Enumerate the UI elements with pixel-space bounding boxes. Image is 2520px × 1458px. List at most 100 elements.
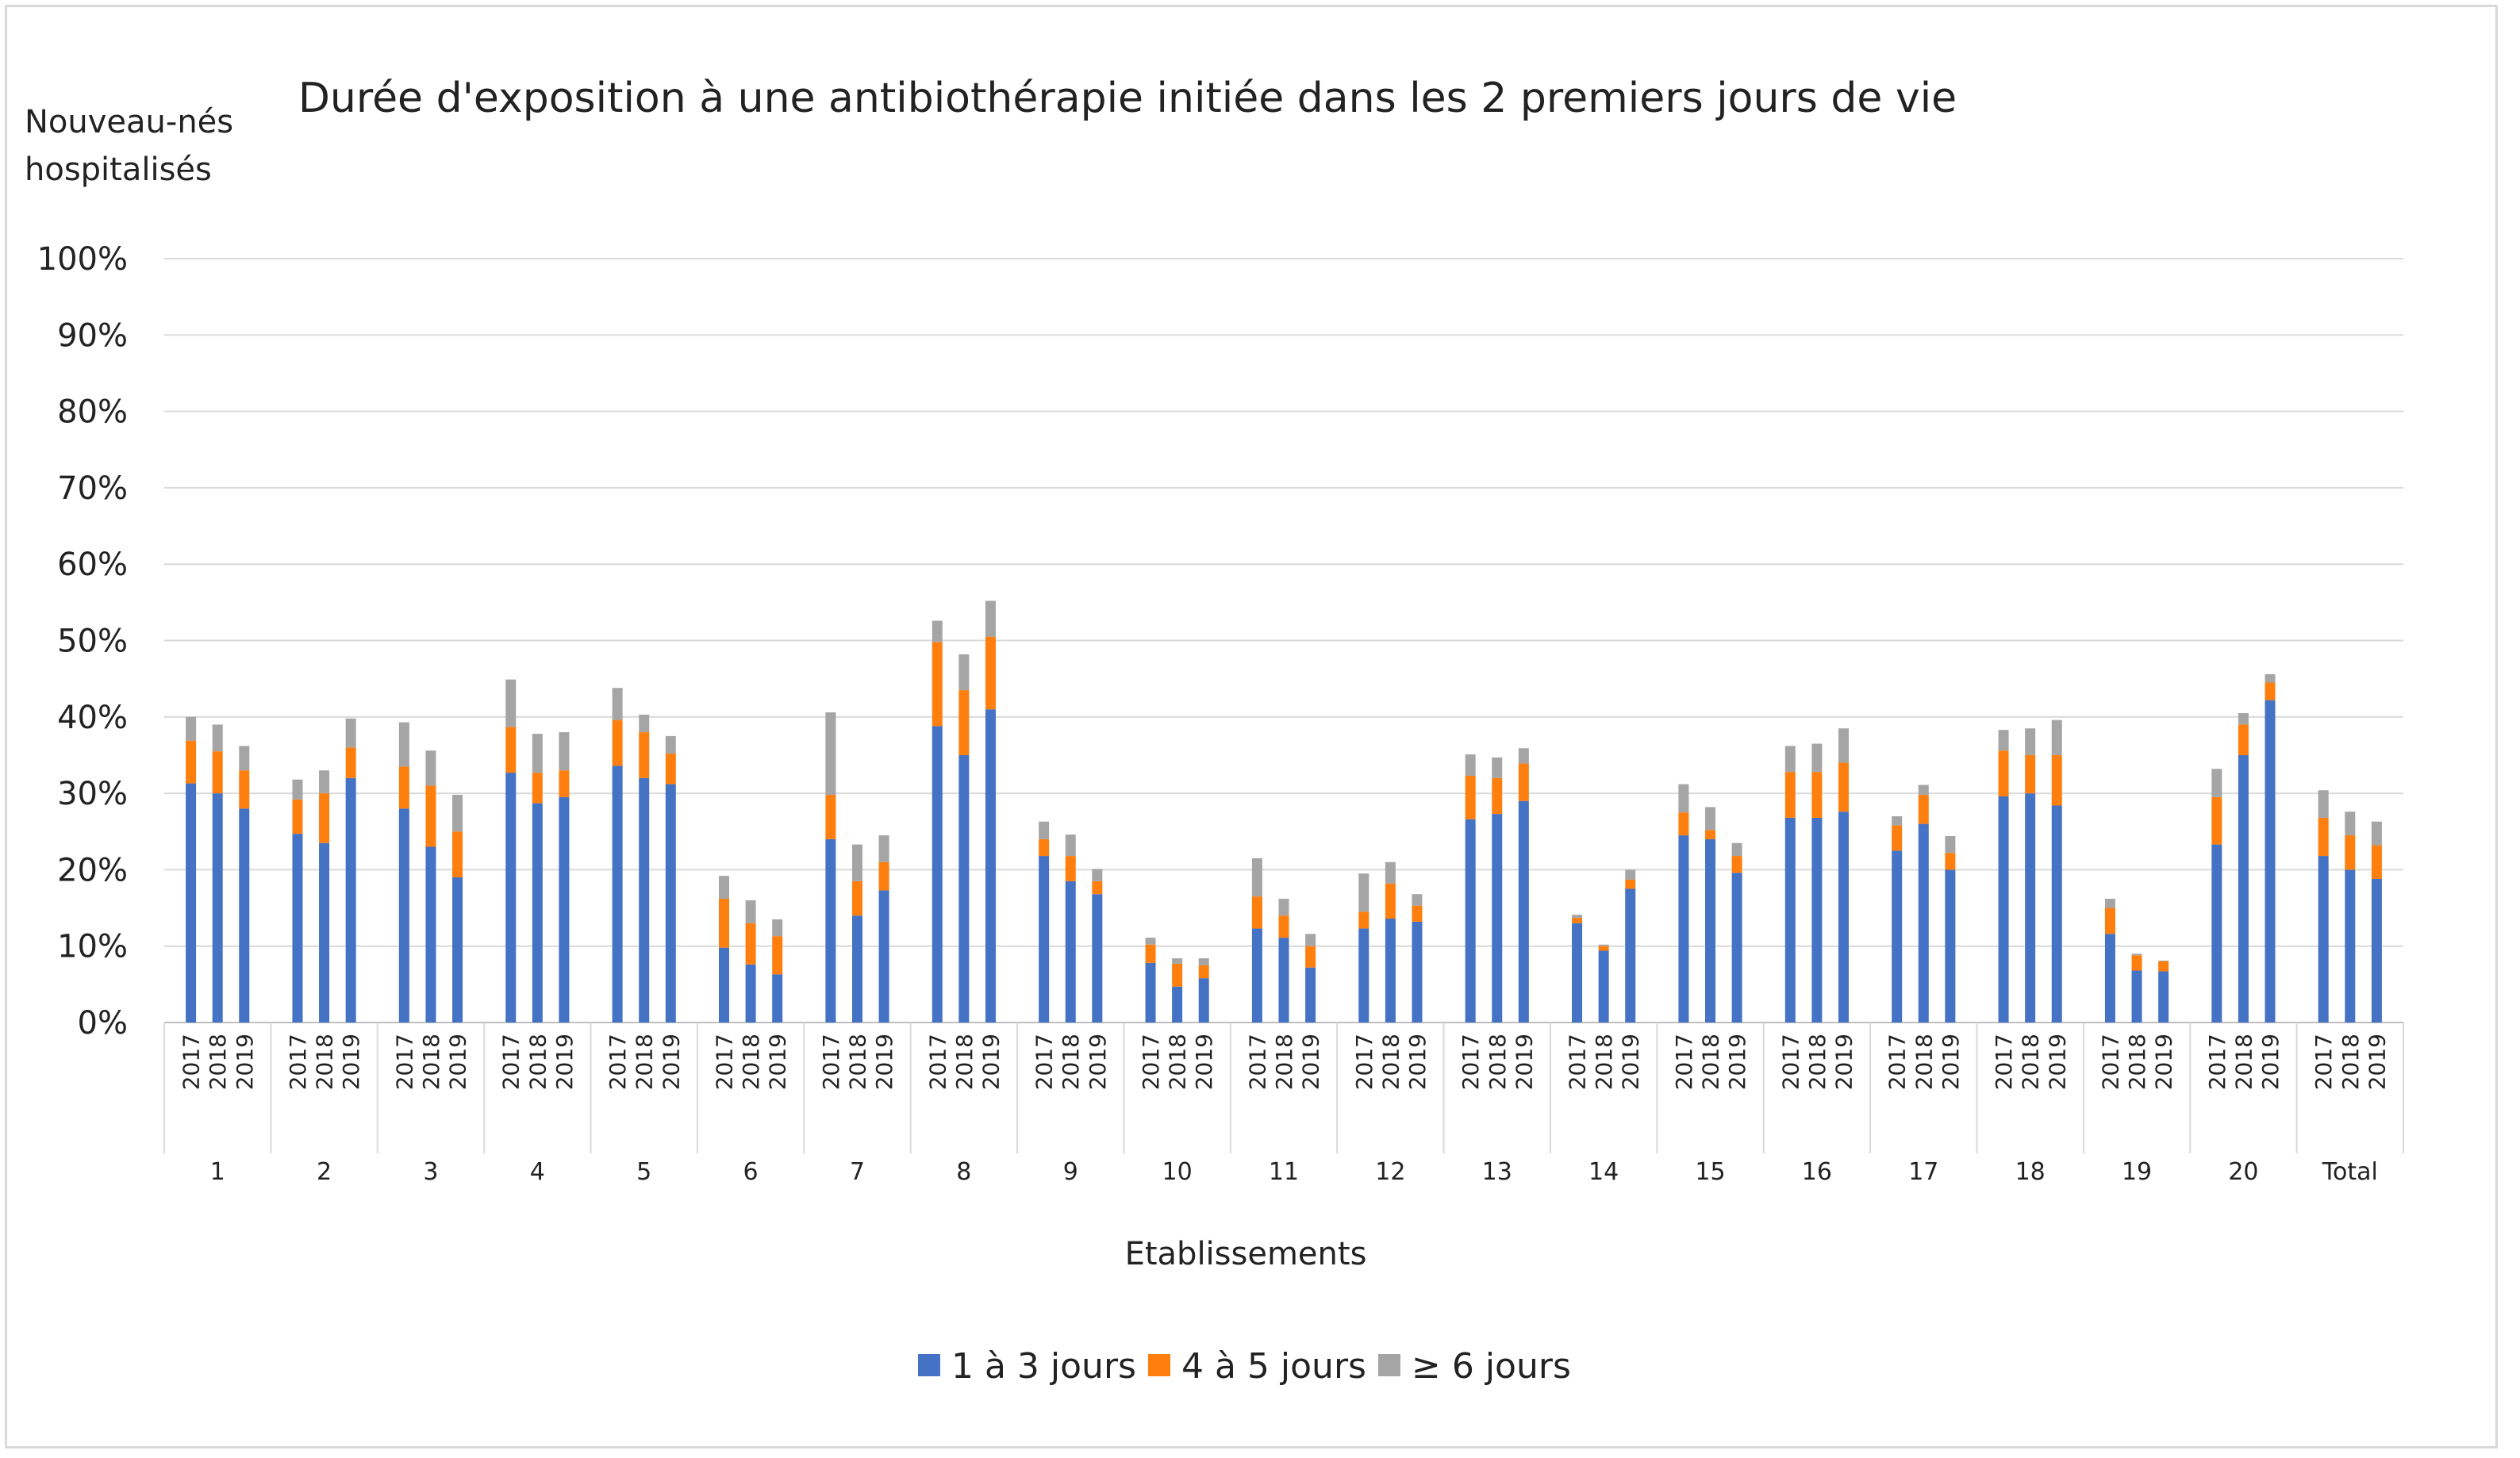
bar-segment xyxy=(1625,869,1636,880)
bar-segment xyxy=(1998,730,2009,751)
bar-segment xyxy=(958,654,970,691)
x-year-tick-label: 2017 xyxy=(285,1034,311,1090)
x-group-tick-label: 18 xyxy=(2015,1158,2046,1186)
bar-segment xyxy=(1412,921,1423,1023)
x-group-tick-label: 9 xyxy=(1063,1158,1078,1186)
bar-segment xyxy=(1278,898,1289,916)
x-year-tick-label: 2018 xyxy=(418,1034,444,1090)
bar-segment xyxy=(1251,896,1262,929)
legend: 1 à 3 jours 4 à 5 jours ≥ 6 jours xyxy=(918,1346,1571,1387)
x-group-tick-label: 8 xyxy=(956,1158,971,1186)
x-year-tick-label: 2019 xyxy=(445,1034,471,1090)
x-group-tick-label: 2 xyxy=(317,1158,332,1186)
bar-segment xyxy=(319,793,330,843)
bar-segment xyxy=(1518,800,1529,1023)
bar-segment xyxy=(772,974,783,1023)
y-tick-label: 50% xyxy=(57,623,128,660)
bar-segment xyxy=(745,900,756,923)
x-year-tick-label: 2018 xyxy=(1377,1034,1404,1090)
bar-segment xyxy=(186,783,197,1023)
bar-segment xyxy=(345,718,356,748)
bar-segment xyxy=(1731,842,1742,857)
bar-segment xyxy=(665,735,676,754)
bar-segment xyxy=(1678,835,1689,1023)
x-year-tick-label: 2017 xyxy=(605,1034,631,1090)
x-year-tick-label: 2019 xyxy=(1618,1034,1644,1090)
bar-segment xyxy=(2025,754,2036,794)
x-group-tick-label: 3 xyxy=(423,1158,438,1186)
bar-segment xyxy=(1918,795,1929,824)
bar-segment xyxy=(2158,971,2169,1023)
x-year-tick-label: 2019 xyxy=(765,1034,791,1090)
legend-swatch xyxy=(1378,1354,1400,1376)
x-year-tick-label: 2018 xyxy=(1485,1034,1511,1090)
x-year-tick-label: 2019 xyxy=(1298,1034,1324,1090)
x-year-tick-label: 2019 xyxy=(338,1034,364,1090)
bar-segment xyxy=(2238,724,2249,755)
x-year-tick-label: 2017 xyxy=(1671,1034,1697,1090)
bar-segment xyxy=(532,773,543,804)
bar-segment xyxy=(425,785,436,847)
x-year-tick-label: 2018 xyxy=(1165,1034,1191,1090)
x-group-tick-label: 5 xyxy=(636,1158,651,1186)
x-year-tick-label: 2018 xyxy=(1698,1034,1724,1090)
bar-segment xyxy=(878,835,889,862)
bar-segment xyxy=(2104,907,2115,934)
bar-segment xyxy=(532,733,543,773)
x-year-tick-label: 2018 xyxy=(312,1034,338,1090)
bar-segment xyxy=(212,724,223,752)
bar-segment xyxy=(559,770,570,797)
bar-segment xyxy=(612,719,623,766)
bar-segment xyxy=(2318,856,2329,1023)
bar-segment xyxy=(1092,869,1103,881)
x-year-tick-label: 2017 xyxy=(818,1034,844,1090)
x-year-tick-label: 2018 xyxy=(1271,1034,1297,1090)
chart-svg: Durée d'exposition à une antibiothérapie… xyxy=(25,75,2404,1387)
bar-segment xyxy=(719,876,729,899)
x-year-tick-label: 2018 xyxy=(1911,1034,1937,1090)
bar-segment xyxy=(2131,970,2142,1023)
x-year-tick-label: 2017 xyxy=(924,1034,951,1090)
bar-segment xyxy=(1092,881,1103,895)
bar-segment xyxy=(1492,757,1503,778)
bar-segment xyxy=(2104,934,2115,1023)
bar-segment xyxy=(1625,879,1636,889)
bar-segment xyxy=(1598,946,1609,951)
y-axis-label-line-2: hospitalisés xyxy=(25,152,212,188)
bar-segment xyxy=(1811,817,1823,1023)
x-year-tick-label: 2019 xyxy=(1191,1034,1217,1090)
y-tick-label: 20% xyxy=(57,852,128,888)
x-group-tick-label: 16 xyxy=(1802,1158,1832,1186)
x-group-tick-label: 11 xyxy=(1269,1158,1299,1186)
x-year-tick-label: 2017 xyxy=(1031,1034,1058,1090)
bar-segment xyxy=(1625,888,1636,1023)
bar-segment xyxy=(186,740,197,784)
legend-label: ≥ 6 jours xyxy=(1412,1346,1571,1387)
bar-segment xyxy=(1385,919,1396,1023)
x-year-tick-label: 2017 xyxy=(712,1034,738,1090)
bar-segment xyxy=(212,793,223,1023)
bar-segment xyxy=(612,765,623,1023)
x-year-tick-label: 2017 xyxy=(1458,1034,1484,1090)
x-year-tick-label: 2019 xyxy=(2364,1034,2390,1090)
bar-segment xyxy=(1892,815,1903,826)
bar-segment xyxy=(1678,812,1689,836)
bar-segment xyxy=(1492,777,1503,815)
y-tick-label: 0% xyxy=(78,1005,128,1042)
bar-segment xyxy=(345,747,356,778)
bar-segment xyxy=(2131,953,2142,956)
bar-segment xyxy=(1678,784,1689,813)
bar-segment xyxy=(559,732,570,771)
bar-segment xyxy=(1705,807,1716,831)
bar-segment xyxy=(2158,961,2169,972)
bar-segment xyxy=(851,844,862,881)
x-group-tick-label: 12 xyxy=(1375,1158,1405,1186)
x-year-tick-label: 2017 xyxy=(2097,1034,2123,1090)
bar-segment xyxy=(452,877,463,1023)
bar-segment xyxy=(1092,894,1103,1023)
bar-segment xyxy=(1518,763,1529,801)
bar-segment xyxy=(2051,754,2062,806)
bar-segment xyxy=(932,620,943,643)
bar-segment xyxy=(1838,728,1849,763)
bar-segment xyxy=(1198,958,1209,965)
